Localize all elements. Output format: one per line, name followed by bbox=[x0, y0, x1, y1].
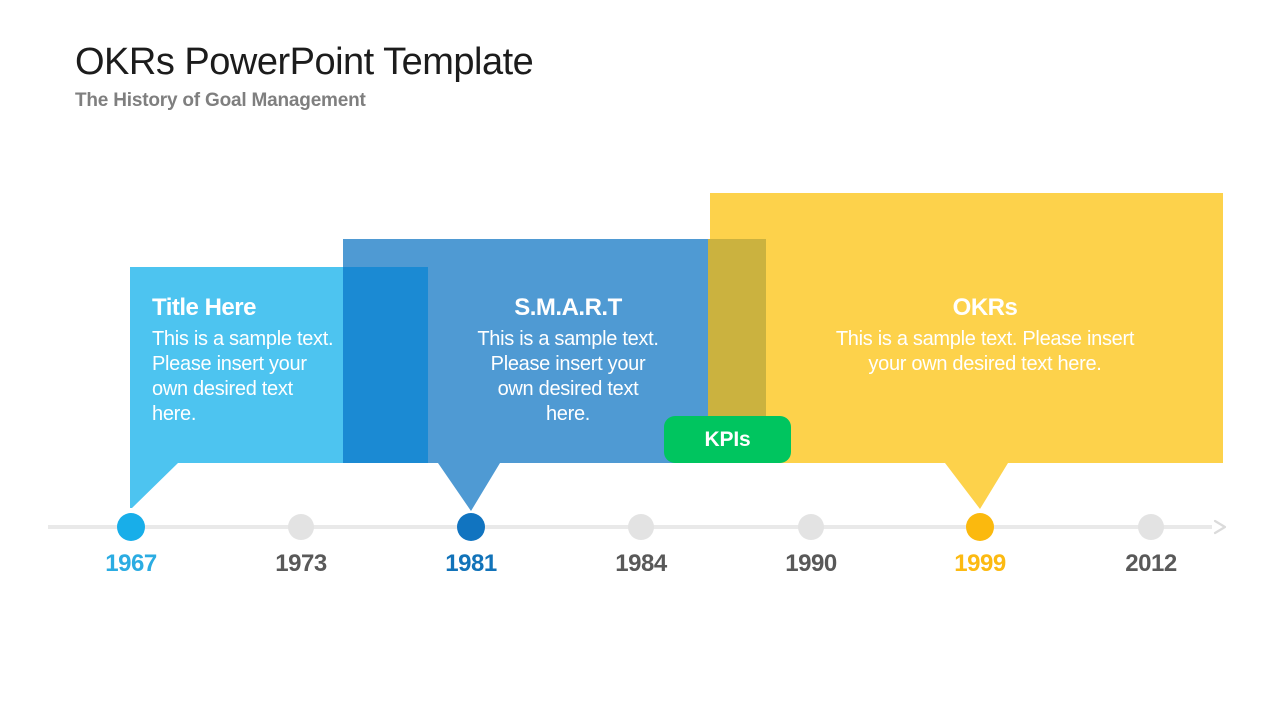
bubble-overlap-dark-blue bbox=[343, 267, 428, 463]
bubble-1967-body: This is a sample text. Please insert you… bbox=[152, 328, 334, 425]
bubble-1981-title: S.M.A.R.T bbox=[514, 294, 622, 321]
bubble-1999-body: This is a sample text. Please insert you… bbox=[835, 328, 1135, 375]
timeline-dot-1967 bbox=[117, 513, 145, 541]
timeline-dot-2012 bbox=[1138, 514, 1164, 540]
speech-bubble-1999 bbox=[710, 193, 1223, 509]
timeline-year-1981: 1981 bbox=[445, 550, 497, 577]
bubble-1967-title: Title Here bbox=[152, 294, 256, 321]
timeline-year-1990: 1990 bbox=[785, 550, 837, 577]
page-title: OKRs PowerPoint Template bbox=[75, 41, 534, 83]
timeline-year-1973: 1973 bbox=[275, 550, 327, 577]
timeline-year-1999: 1999 bbox=[954, 550, 1006, 577]
bubble-1999-title: OKRs bbox=[952, 294, 1018, 321]
bubble-1999-text: OKRs This is a sample text. Please inser… bbox=[785, 293, 1185, 377]
timeline-dot-1981 bbox=[457, 513, 485, 541]
timeline-dot-1999 bbox=[966, 513, 994, 541]
timeline-dot-1984 bbox=[628, 514, 654, 540]
kpi-badge: KPIs bbox=[664, 416, 791, 463]
timeline-year-1984: 1984 bbox=[615, 550, 667, 577]
bubble-1981-text: S.M.A.R.T This is a sample text. Please … bbox=[448, 293, 688, 427]
bubble-1981-body: This is a sample text. Please insert you… bbox=[477, 328, 659, 425]
bubble-1967-text: Title Here This is a sample text. Please… bbox=[152, 293, 362, 427]
timeline-dot-1990 bbox=[798, 514, 824, 540]
timeline-arrow-icon bbox=[1213, 519, 1227, 535]
page-subtitle: The History of Goal Management bbox=[75, 90, 366, 111]
timeline-year-1967: 1967 bbox=[105, 550, 157, 577]
timeline-dot-1973 bbox=[288, 514, 314, 540]
timeline-year-2012: 2012 bbox=[1125, 550, 1177, 577]
